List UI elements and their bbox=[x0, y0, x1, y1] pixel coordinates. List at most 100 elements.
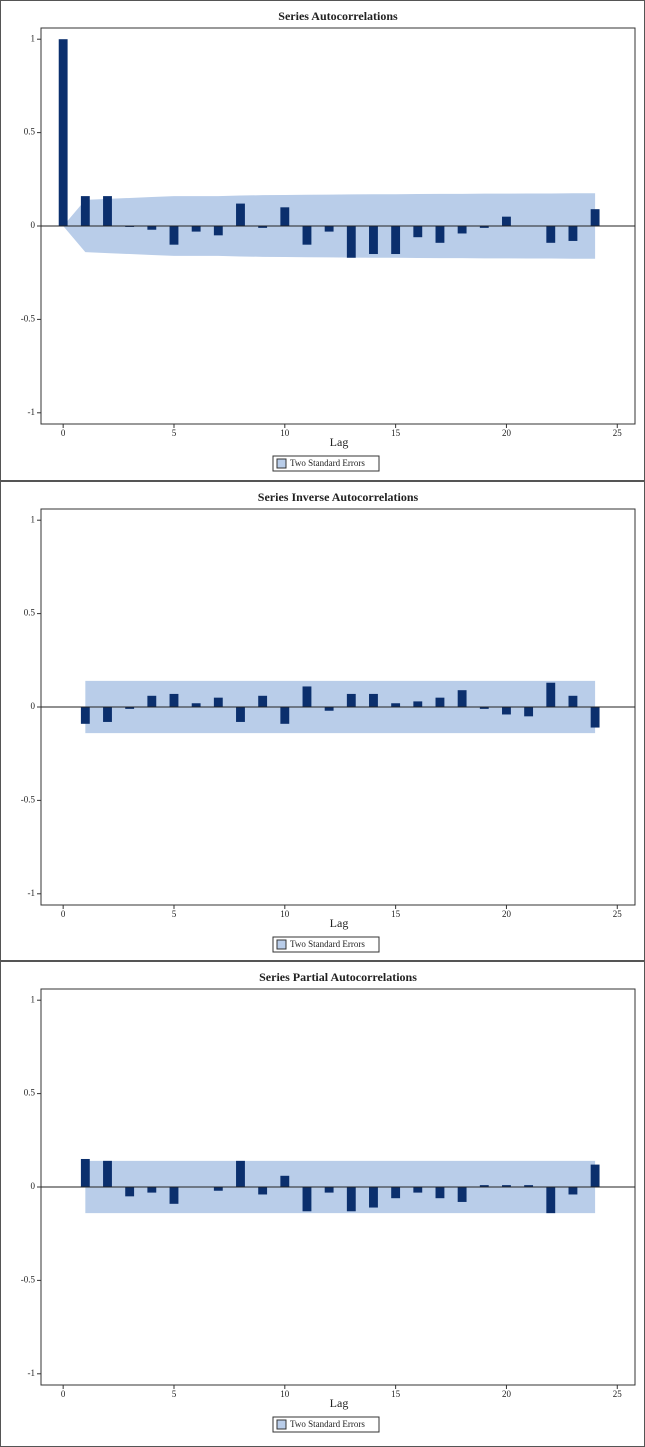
x-tick-label: 0 bbox=[61, 909, 66, 919]
x-tick-label: 10 bbox=[280, 428, 290, 438]
y-tick-label: 0 bbox=[31, 701, 36, 711]
bar bbox=[346, 1187, 356, 1212]
y-tick-label: -0.5 bbox=[21, 1274, 36, 1284]
bar bbox=[369, 1187, 378, 1208]
bar bbox=[524, 1185, 534, 1187]
bar bbox=[524, 707, 534, 717]
bar bbox=[435, 1187, 445, 1199]
bar bbox=[258, 226, 268, 228]
bar bbox=[191, 226, 201, 232]
bar bbox=[502, 216, 511, 226]
bar bbox=[502, 707, 511, 715]
bar bbox=[479, 707, 489, 709]
legend-label: Two Standard Errors bbox=[290, 458, 365, 468]
bar bbox=[80, 707, 90, 724]
bar bbox=[457, 1187, 467, 1202]
bar bbox=[413, 226, 423, 238]
bar bbox=[302, 686, 312, 707]
bar bbox=[302, 1187, 312, 1212]
bar bbox=[413, 701, 423, 707]
legend-box bbox=[272, 455, 380, 472]
bar bbox=[236, 1160, 245, 1187]
x-tick-label: 15 bbox=[391, 909, 401, 919]
bar bbox=[169, 1187, 179, 1204]
x-axis-label: Lag bbox=[330, 435, 349, 449]
bar bbox=[258, 1187, 268, 1195]
chart-title: Series Autocorrelations bbox=[278, 9, 398, 23]
y-tick-label: 1 bbox=[31, 33, 36, 43]
x-tick-label: 20 bbox=[502, 1389, 512, 1399]
x-tick-label: 0 bbox=[61, 1389, 66, 1399]
x-tick-label: 5 bbox=[172, 1389, 177, 1399]
bar bbox=[324, 707, 334, 711]
bar bbox=[457, 690, 467, 707]
y-tick-label: 0.5 bbox=[24, 127, 36, 137]
bar bbox=[568, 695, 578, 707]
y-tick-label: -0.5 bbox=[21, 794, 36, 804]
y-tick-label: 0 bbox=[31, 1181, 36, 1191]
bar bbox=[236, 707, 245, 722]
x-tick-label: 5 bbox=[172, 428, 177, 438]
x-tick-label: 10 bbox=[280, 909, 290, 919]
bar bbox=[346, 693, 356, 707]
bar bbox=[590, 1164, 600, 1187]
bar bbox=[502, 1185, 511, 1187]
bar bbox=[568, 1187, 578, 1195]
bar bbox=[258, 695, 268, 707]
bar bbox=[413, 1187, 423, 1193]
chart-title: Series Inverse Autocorrelations bbox=[258, 490, 419, 504]
bar bbox=[369, 226, 378, 255]
x-axis-label: Lag bbox=[330, 1396, 349, 1410]
x-tick-label: 10 bbox=[280, 1389, 290, 1399]
y-tick-label: 0.5 bbox=[24, 608, 36, 618]
x-tick-label: 25 bbox=[613, 909, 623, 919]
bar bbox=[479, 1185, 489, 1187]
x-tick-label: 0 bbox=[61, 428, 66, 438]
bar bbox=[103, 196, 112, 226]
bar bbox=[391, 1187, 401, 1199]
bar bbox=[213, 1187, 223, 1191]
bar bbox=[369, 693, 378, 707]
y-tick-label: -1 bbox=[28, 1368, 36, 1378]
y-tick-label: -1 bbox=[28, 888, 36, 898]
bar bbox=[391, 703, 401, 707]
legend-swatch bbox=[276, 1419, 287, 1430]
bar bbox=[280, 207, 290, 226]
bar bbox=[147, 226, 157, 230]
bar bbox=[103, 1160, 112, 1187]
bar bbox=[103, 707, 112, 722]
x-tick-label: 15 bbox=[391, 428, 401, 438]
chart-title: Series Partial Autocorrelations bbox=[259, 970, 417, 984]
bar bbox=[169, 693, 179, 707]
legend-label: Two Standard Errors bbox=[290, 1419, 365, 1429]
x-tick-label: 20 bbox=[502, 909, 512, 919]
bar bbox=[457, 226, 467, 234]
x-tick-label: 15 bbox=[391, 1389, 401, 1399]
y-tick-label: -0.5 bbox=[21, 313, 36, 323]
bar bbox=[125, 707, 135, 709]
bar bbox=[546, 682, 556, 707]
bar bbox=[346, 226, 356, 258]
x-tick-label: 5 bbox=[172, 909, 177, 919]
bar bbox=[280, 707, 290, 724]
y-tick-label: 0 bbox=[31, 220, 36, 230]
bar bbox=[236, 203, 245, 226]
bar bbox=[546, 226, 556, 243]
bar bbox=[435, 697, 445, 707]
x-tick-label: 25 bbox=[613, 1389, 623, 1399]
bar bbox=[147, 695, 157, 707]
bar bbox=[80, 196, 90, 226]
bar bbox=[125, 1187, 135, 1197]
bar bbox=[58, 39, 68, 226]
y-tick-label: 1 bbox=[31, 994, 36, 1004]
legend-box bbox=[272, 1416, 380, 1433]
y-tick-label: 1 bbox=[31, 514, 36, 524]
bar bbox=[391, 226, 401, 255]
bar bbox=[435, 226, 445, 243]
bar bbox=[302, 226, 312, 245]
bar bbox=[213, 697, 223, 707]
legend-swatch bbox=[276, 939, 287, 950]
bar bbox=[191, 703, 201, 707]
bar bbox=[479, 226, 489, 228]
legend-box bbox=[272, 936, 380, 953]
